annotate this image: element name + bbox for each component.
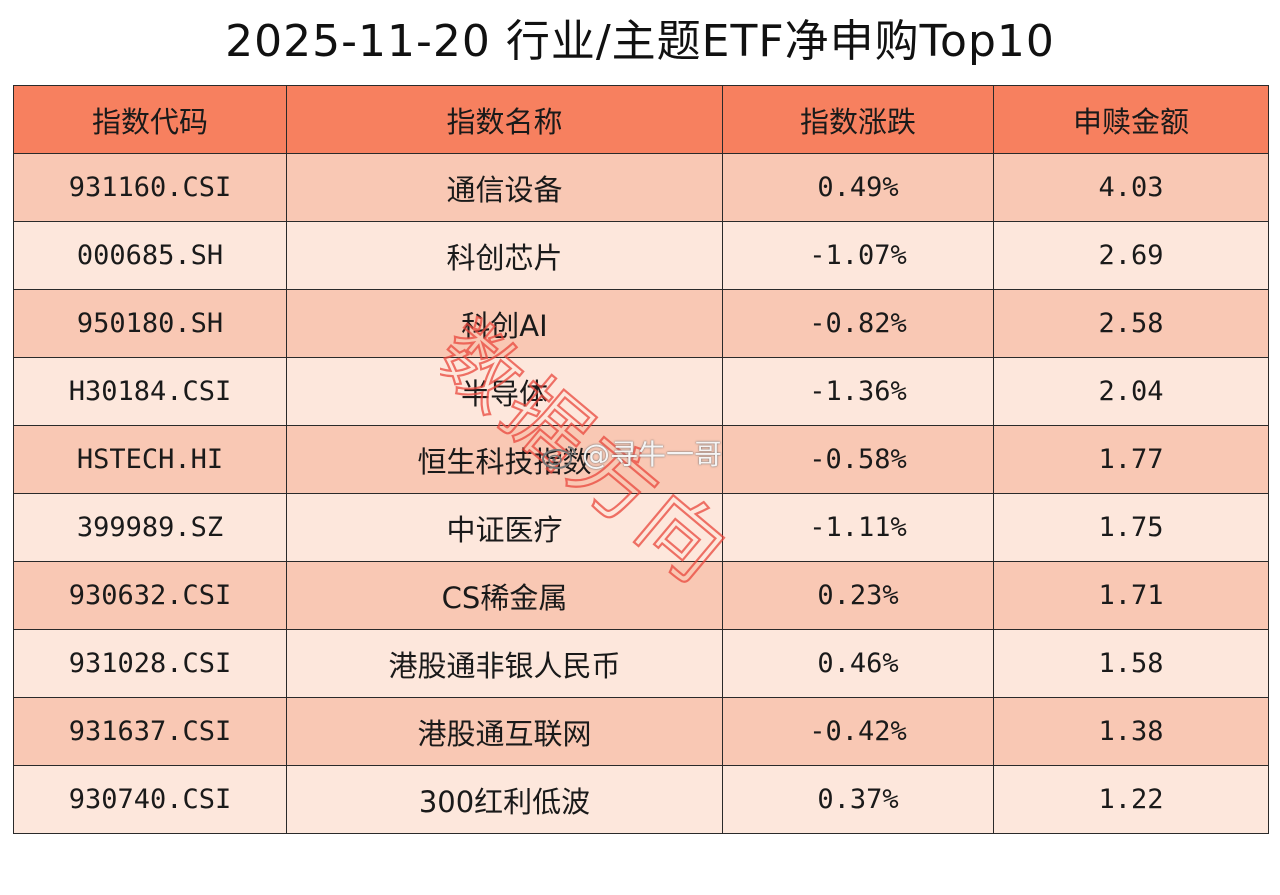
cell-index-change: 0.49% <box>722 153 994 222</box>
cell-index-change: 0.37% <box>722 765 994 834</box>
cell-index-change: -1.11% <box>722 493 994 562</box>
cell-index-change: -1.07% <box>722 221 994 290</box>
cell-amount: 1.77 <box>993 425 1269 494</box>
cell-index-change: -0.82% <box>722 289 994 358</box>
cell-index-code: 930632.CSI <box>13 561 287 630</box>
table-row: 950180.SH 科创AI -0.82% 2.58 <box>13 289 1269 358</box>
cell-index-name: 300红利低波 <box>286 765 723 834</box>
cell-index-code: 950180.SH <box>13 289 287 358</box>
cell-amount: 2.04 <box>993 357 1269 426</box>
cell-index-change: 0.46% <box>722 629 994 698</box>
header-index-change: 指数涨跌 <box>722 85 994 154</box>
table-header-row: 指数代码 指数名称 指数涨跌 申赎金额 <box>13 85 1269 154</box>
cell-index-change: -0.42% <box>722 697 994 766</box>
cell-index-name: 港股通非银人民币 <box>286 629 723 698</box>
table-row: 931160.CSI 通信设备 0.49% 4.03 <box>13 153 1269 222</box>
etf-net-subscription-table: 指数代码 指数名称 指数涨跌 申赎金额 931160.CSI 通信设备 0.49… <box>13 85 1269 834</box>
cell-index-name: 科创AI <box>286 289 723 358</box>
cell-index-name: 通信设备 <box>286 153 723 222</box>
header-subscription-amount: 申赎金额 <box>993 85 1269 154</box>
cell-index-code: 000685.SH <box>13 221 287 290</box>
cell-amount: 1.58 <box>993 629 1269 698</box>
table-row: H30184.CSI 半导体 -1.36% 2.04 <box>13 357 1269 426</box>
cell-index-code: 931160.CSI <box>13 153 287 222</box>
cell-index-name: 半导体 <box>286 357 723 426</box>
cell-amount: 4.03 <box>993 153 1269 222</box>
cell-index-name: 港股通互联网 <box>286 697 723 766</box>
header-index-name: 指数名称 <box>286 85 723 154</box>
cell-index-code: 931028.CSI <box>13 629 287 698</box>
cell-index-code: 399989.SZ <box>13 493 287 562</box>
cell-amount: 1.22 <box>993 765 1269 834</box>
cell-index-code: HSTECH.HI <box>13 425 287 494</box>
cell-index-change: -0.58% <box>722 425 994 494</box>
cell-index-name: 科创芯片 <box>286 221 723 290</box>
cell-index-code: 931637.CSI <box>13 697 287 766</box>
table-row: 931028.CSI 港股通非银人民币 0.46% 1.58 <box>13 629 1269 698</box>
table-row: 000685.SH 科创芯片 -1.07% 2.69 <box>13 221 1269 290</box>
table-row: 931637.CSI 港股通互联网 -0.42% 1.38 <box>13 697 1269 766</box>
cell-amount: 2.69 <box>993 221 1269 290</box>
table-row: 930740.CSI 300红利低波 0.37% 1.22 <box>13 765 1269 834</box>
table-row: HSTECH.HI 恒生科技指数 -0.58% 1.77 <box>13 425 1269 494</box>
cell-amount: 1.75 <box>993 493 1269 562</box>
cell-index-change: -1.36% <box>722 357 994 426</box>
cell-index-name: CS稀金属 <box>286 561 723 630</box>
cell-index-name: 中证医疗 <box>286 493 723 562</box>
cell-amount: 2.58 <box>993 289 1269 358</box>
cell-index-code: H30184.CSI <box>13 357 287 426</box>
cell-index-change: 0.23% <box>722 561 994 630</box>
page-title: 2025-11-20 行业/主题ETF净申购Top10 <box>225 16 1055 67</box>
header-index-code: 指数代码 <box>13 85 287 154</box>
cell-amount: 1.71 <box>993 561 1269 630</box>
table-row: 930632.CSI CS稀金属 0.23% 1.71 <box>13 561 1269 630</box>
cell-amount: 1.38 <box>993 697 1269 766</box>
cell-index-code: 930740.CSI <box>13 765 287 834</box>
cell-index-name: 恒生科技指数 <box>286 425 723 494</box>
table-row: 399989.SZ 中证医疗 -1.11% 1.75 <box>13 493 1269 562</box>
